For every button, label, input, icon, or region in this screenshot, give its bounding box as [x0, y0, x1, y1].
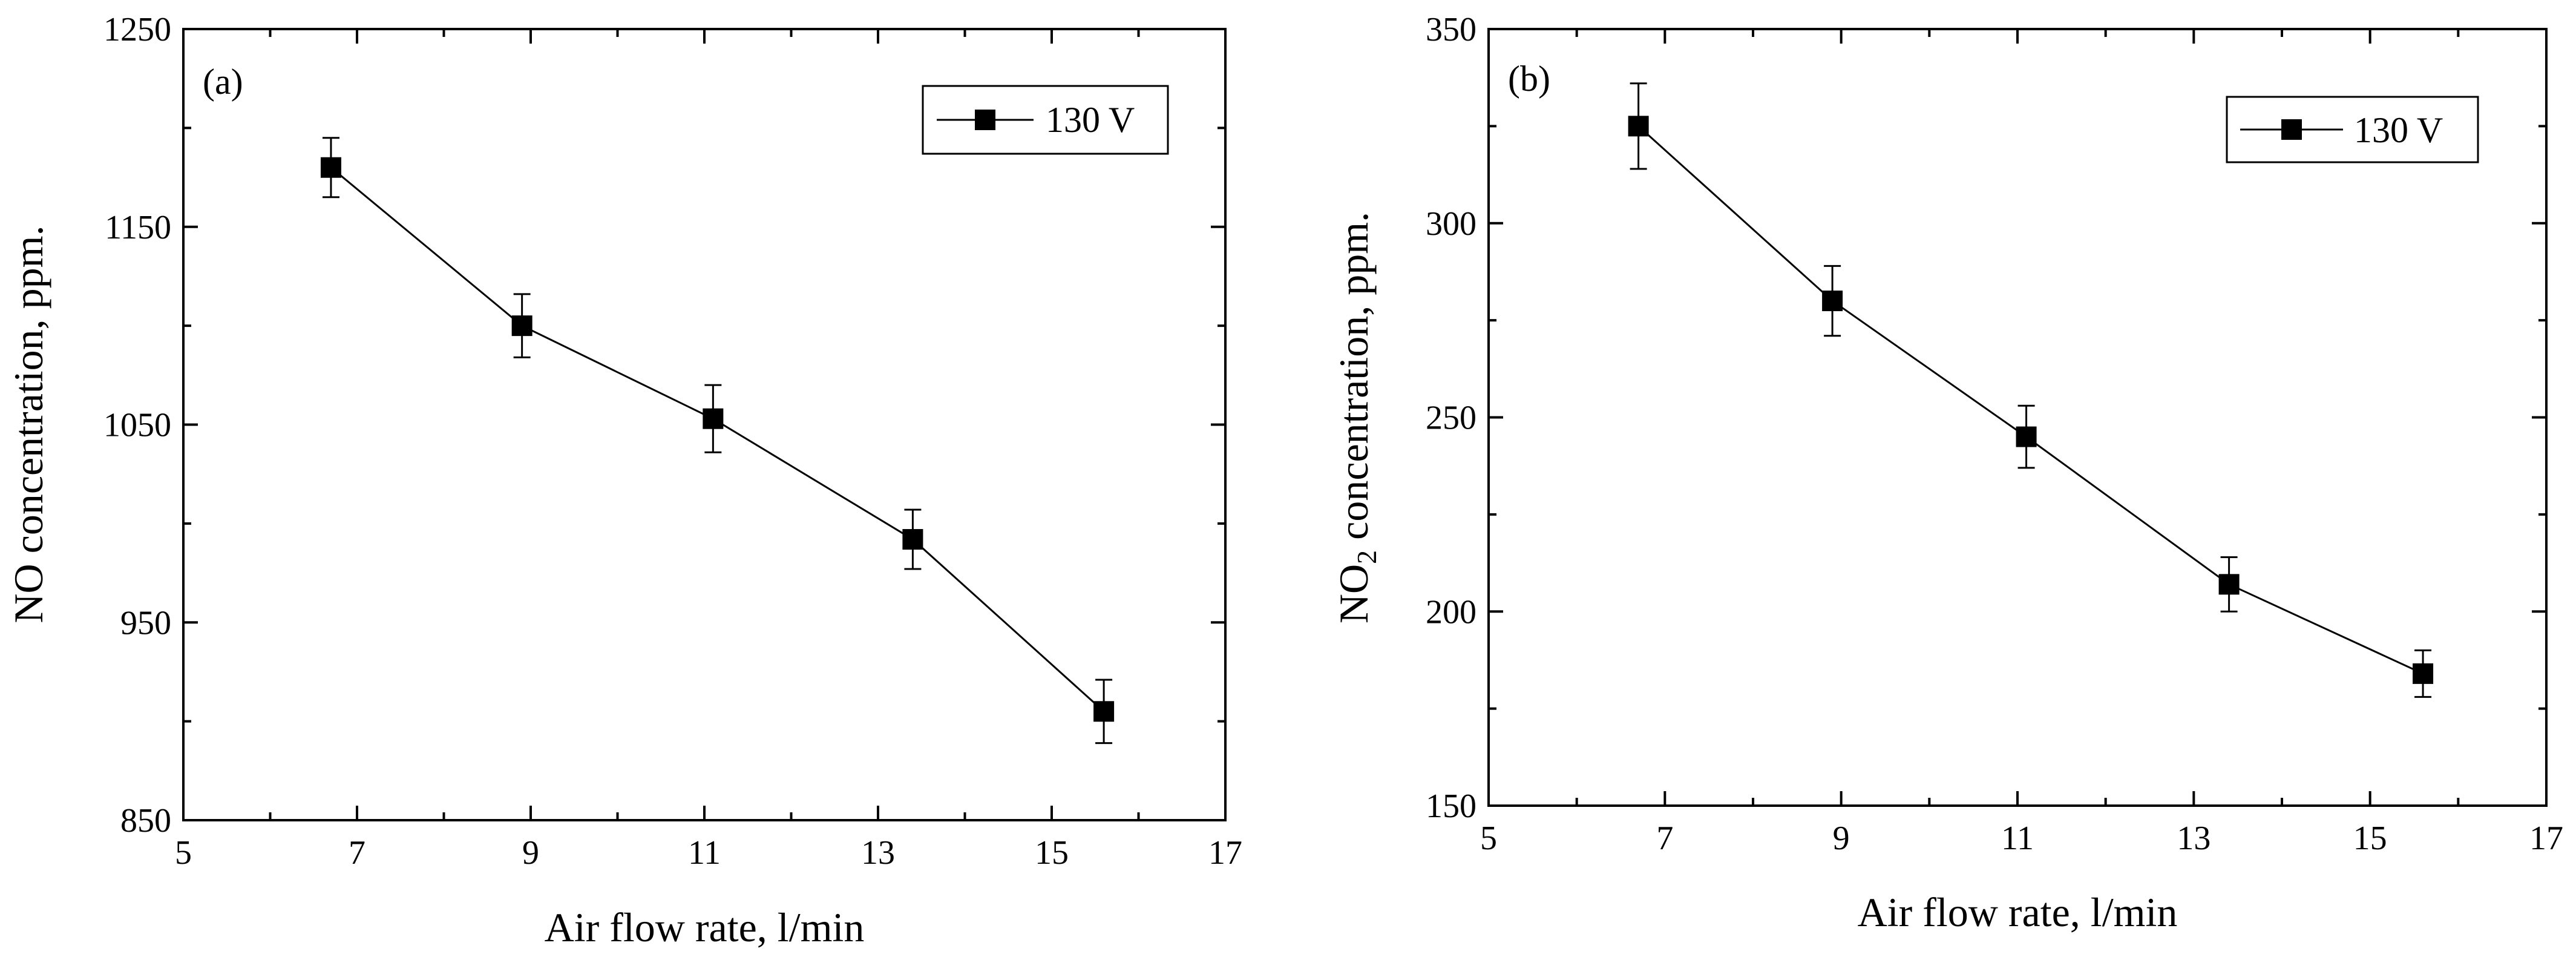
data-point — [902, 529, 923, 550]
data-series — [1628, 82, 2434, 698]
chart-panel-b: 5 7 9 11 13 15 17 150 200 250 300 350 (b) Air flow… — [1331, 11, 2563, 935]
legend-marker — [975, 110, 995, 130]
x-tick-label: 9 — [1833, 820, 1850, 857]
x-tick-label: 11 — [2001, 820, 2034, 857]
x-tick-label: 17 — [2529, 820, 2563, 857]
data-point — [2413, 663, 2434, 684]
x-tick-label: 15 — [1035, 834, 1069, 872]
legend: 130 V — [922, 85, 1169, 155]
y-tick-label: 350 — [1426, 11, 1476, 48]
legend-label: 130 V — [2354, 110, 2443, 150]
y-axis-title-main: NO — [1331, 564, 1377, 623]
y-axis-title: NO concentration, ppm. — [5, 225, 51, 623]
panel-label: (b) — [1508, 59, 1550, 99]
x-axis-ticks: 5 7 9 11 13 15 17 — [175, 29, 1242, 872]
x-tick-label: 11 — [688, 834, 721, 872]
x-tick-label: 7 — [349, 834, 365, 872]
legend: 130 V — [2226, 96, 2479, 163]
panel-label: (a) — [203, 62, 243, 102]
data-point — [703, 408, 724, 429]
data-point — [1628, 116, 1649, 137]
data-point — [511, 315, 533, 337]
y-tick-label: 250 — [1426, 400, 1476, 437]
x-tick-label: 7 — [1656, 820, 1673, 857]
x-tick-label: 15 — [2353, 820, 2387, 857]
data-point — [2218, 574, 2240, 595]
x-axis-title: Air flow rate, l/min — [545, 904, 865, 950]
data-point — [320, 157, 341, 178]
y-tick-label: 1250 — [103, 11, 171, 48]
data-point — [1822, 291, 1843, 312]
x-axis-ticks: 5 7 9 11 13 15 17 — [1480, 29, 2563, 857]
data-series — [320, 137, 1115, 745]
x-tick-label: 9 — [522, 834, 539, 872]
series-line — [330, 166, 1105, 712]
y-tick-label: 1150 — [105, 209, 171, 246]
legend-label: 130 V — [1046, 100, 1135, 140]
data-point — [2016, 426, 2037, 447]
chart-panel-a: 5 7 9 11 13 15 17 850 950 1050 1150 1250 (a) Air f… — [5, 11, 1242, 950]
x-tick-label: 5 — [1480, 820, 1497, 857]
y-axis-title-subscript: 2 — [1351, 550, 1382, 564]
legend-marker — [2281, 119, 2302, 140]
y-tick-label: 200 — [1426, 593, 1476, 631]
y-tick-label: 850 — [120, 802, 171, 840]
x-tick-label: 13 — [2177, 820, 2211, 857]
series-line — [1637, 125, 2424, 675]
y-axis-title-rest: concentration, ppm. — [1331, 212, 1377, 550]
y-tick-label: 300 — [1426, 205, 1476, 243]
x-tick-label: 5 — [175, 834, 192, 872]
x-tick-label: 13 — [861, 834, 895, 872]
y-tick-label: 150 — [1426, 788, 1476, 825]
x-tick-label: 17 — [1208, 834, 1242, 872]
y-tick-label: 950 — [120, 604, 171, 642]
data-point — [1093, 701, 1115, 722]
x-axis-title: Air flow rate, l/min — [1858, 889, 2178, 935]
y-axis-title: NO2 concentration, ppm. — [1331, 212, 1382, 623]
y-tick-label: 1050 — [103, 407, 171, 444]
y-axis-ticks: 850 950 1050 1150 1250 — [103, 11, 1225, 840]
y-axis-ticks: 150 200 250 300 350 — [1426, 11, 2546, 825]
